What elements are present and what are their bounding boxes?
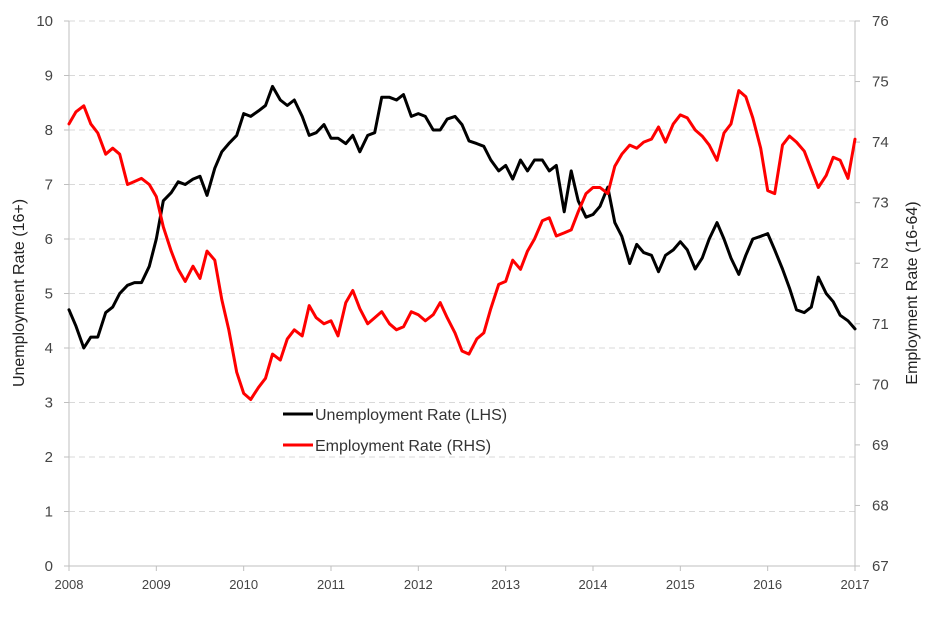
x-tick-label: 2013 [491, 577, 520, 592]
right-y-axis-ticks: 67 68 69 70 71 72 73 74 75 76 [855, 13, 889, 575]
right-tick-label: 73 [872, 195, 889, 212]
legend-label-unemployment: Unemployment Rate (LHS) [315, 407, 507, 424]
right-tick-label: 70 [872, 376, 889, 393]
left-tick-label: 8 [45, 122, 53, 139]
legend-label-employment: Employment Rate (RHS) [315, 438, 491, 455]
left-tick-label: 5 [45, 286, 53, 303]
right-tick-label: 74 [872, 134, 889, 151]
left-y-axis-ticks: 0 1 2 3 4 5 6 7 8 9 10 [36, 13, 69, 575]
x-tick-label: 2014 [579, 577, 608, 592]
right-tick-label: 68 [872, 497, 889, 514]
gridlines [69, 20, 855, 512]
left-tick-label: 1 [45, 504, 53, 521]
x-tick-label: 2011 [317, 577, 345, 592]
unemployment-rate-line [67, 84, 857, 350]
left-tick-label: 4 [45, 340, 53, 357]
left-tick-label: 7 [45, 177, 53, 194]
right-tick-label: 71 [872, 316, 889, 333]
right-tick-label: 76 [872, 13, 889, 30]
left-tick-label: 9 [45, 68, 53, 85]
x-tick-label: 2010 [229, 577, 258, 592]
employment-rate-line [67, 89, 857, 401]
left-tick-label: 6 [45, 231, 53, 248]
x-axis-ticks: 2008 2009 2010 2011 2012 2013 2014 2015 2016 2017 [55, 566, 870, 592]
x-tick-label: 2009 [142, 577, 171, 592]
right-tick-label: 67 [872, 558, 889, 575]
right-y-axis-title: Employment Rate (16-64) [904, 201, 921, 384]
x-tick-label: 2017 [841, 577, 870, 592]
right-tick-label: 69 [872, 437, 889, 454]
x-tick-label: 2015 [666, 577, 695, 592]
x-tick-label: 2008 [55, 577, 84, 592]
legend: Unemployment Rate (LHS) Employment Rate … [283, 407, 507, 455]
left-tick-label: 10 [36, 13, 53, 30]
left-tick-label: 3 [45, 395, 53, 412]
x-tick-label: 2012 [404, 577, 433, 592]
right-tick-label: 72 [872, 255, 889, 272]
series-lines [67, 84, 857, 401]
right-tick-label: 75 [872, 74, 889, 91]
x-tick-label: 2016 [753, 577, 782, 592]
left-y-axis-title: Unemployment Rate (16+) [11, 199, 28, 387]
left-tick-label: 0 [45, 558, 53, 575]
left-tick-label: 2 [45, 449, 53, 466]
